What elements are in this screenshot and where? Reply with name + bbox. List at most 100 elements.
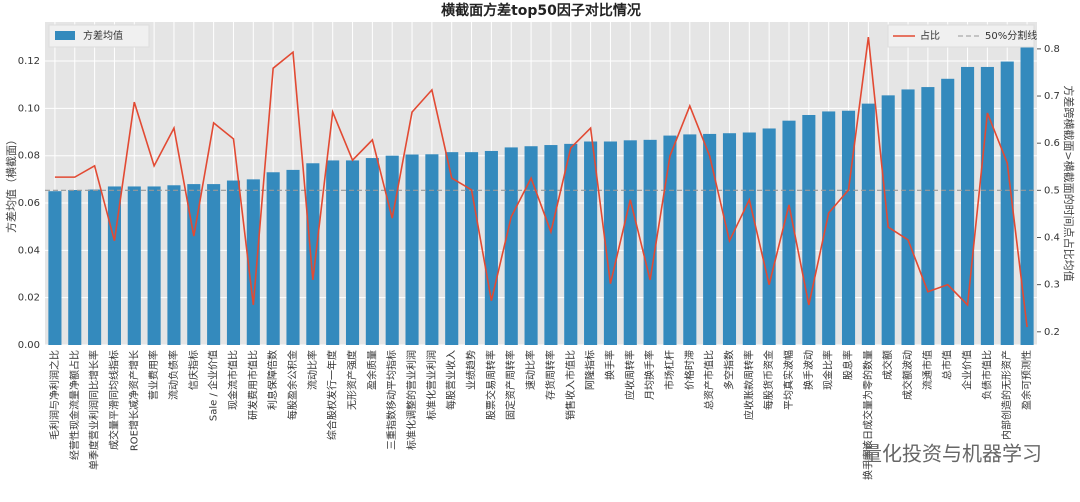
x-tick-label: 成交量平滑同均线指标: [107, 350, 120, 450]
x-tick-label: 股票交易周转率: [484, 350, 497, 420]
x-tick-label: 负债市值比: [980, 350, 993, 400]
bar: [127, 186, 141, 345]
bar: [266, 172, 280, 345]
x-tick-label: 标准化调整的营业利润: [405, 350, 418, 450]
bar: [504, 147, 518, 345]
bar: [822, 111, 836, 345]
bar: [921, 87, 935, 346]
x-tick-label: 应收周转率: [623, 350, 636, 400]
x-tick-label: 速动比率: [524, 350, 537, 390]
y-tick-label: 0.06: [18, 198, 40, 209]
watermark: 量化投资与机器学习: [862, 442, 1042, 466]
x-tick-label: 营业费用率: [147, 350, 160, 400]
x-tick-label: 毛利润与净利润之比: [48, 350, 61, 440]
x-tick-label: 内部创造的无形资产: [1000, 350, 1013, 440]
bar: [703, 133, 717, 345]
x-tick-label: 无形资产强度: [346, 350, 359, 410]
legend-swatch: [55, 31, 75, 40]
bar: [425, 154, 439, 345]
x-tick-label: 现金比率: [822, 350, 835, 390]
y-tick-label: 0.10: [18, 103, 40, 114]
x-tick-label: 业绩趋势: [465, 350, 478, 390]
bar: [524, 146, 538, 345]
x-tick-label: 换手率该日成交量为零的数量: [861, 350, 874, 480]
line: [54, 36, 1028, 328]
x-tick-label: 换手率: [603, 350, 616, 380]
bar: [68, 190, 82, 345]
bar: [484, 150, 498, 345]
x-tick-label: 标准化营业利润: [425, 350, 438, 420]
x-tick-label: 盈余质量: [365, 350, 378, 390]
x-tick-label: 信庆指标: [187, 350, 200, 390]
bar: [246, 179, 260, 345]
bar: [901, 89, 915, 345]
x-tick-label: 流动比率: [306, 350, 319, 390]
x-tick-label: 每股营业收入: [445, 350, 458, 410]
x-tick-label: 单季度营业利润同比增长率: [88, 350, 101, 470]
y-tick-label: 0.04: [18, 245, 40, 256]
x-tick-label: 总资产市值比: [703, 350, 716, 410]
x-tick-label: 每股盈余公积金: [286, 350, 299, 420]
bar: [861, 103, 875, 345]
bar: [365, 158, 379, 345]
x-tick-label: 流动负债率: [167, 350, 180, 400]
y2-tick-label: 0.8: [1044, 44, 1060, 55]
x-tick-label: 价格时滞: [683, 350, 696, 390]
y-tick-label: 0.12: [18, 56, 40, 67]
bar: [306, 163, 320, 345]
x-tick-label: 应收账款周转率: [742, 350, 755, 420]
y2-tick-label: 0.7: [1044, 91, 1060, 102]
x-tick-label: 每股货币资金: [762, 350, 775, 410]
chart-title: 横截面方差top50因子对比情况: [441, 2, 641, 19]
y2-axis-label: 方差跨横截面>横截面的时间点占比均值: [1062, 85, 1076, 281]
bar: [88, 189, 102, 345]
x-tick-label: 企业价值: [961, 350, 974, 390]
x-tick-label: 股息率: [842, 350, 855, 380]
legend-label: 50%分割线: [985, 29, 1037, 42]
bar: [465, 152, 479, 345]
y2-tick-label: 0.2: [1044, 327, 1060, 338]
bar: [385, 155, 399, 345]
bar: [226, 180, 241, 345]
x-tick-label: 盈余可预测性: [1020, 350, 1033, 410]
x-tick-label: 总市值: [941, 350, 954, 380]
x-tick-label: 固定资产周转率: [504, 350, 517, 420]
bar: [345, 160, 360, 345]
bar: [584, 141, 598, 345]
bar: [187, 184, 201, 345]
bar: [941, 78, 955, 346]
bar: [643, 139, 657, 345]
x-tick-label: 三重指数移动平均指标: [385, 350, 398, 450]
bar: [742, 132, 756, 345]
x-tick-label: 月均换手率: [643, 350, 656, 400]
y-tick-label: 0.02: [18, 293, 40, 304]
bar: [286, 169, 300, 345]
x-tick-label: ROE增长减净资产增长: [127, 350, 140, 451]
y-axis-label: 方差均值（横截面）: [4, 134, 18, 233]
bar: [48, 191, 62, 345]
x-tick-label: 成交额: [881, 350, 894, 380]
bar: [762, 128, 776, 345]
x-tick-label: 经营性现金流量净额占比: [68, 350, 81, 460]
x-tick-label: 研发费用市值比: [246, 350, 259, 420]
y-tick-label: 0.08: [18, 151, 40, 162]
bar: [683, 134, 697, 345]
bar: [623, 140, 637, 345]
bar: [544, 145, 558, 345]
bar: [405, 154, 419, 345]
x-tick-label: 销售收入市值比: [564, 350, 577, 420]
y2-tick-label: 0.3: [1044, 280, 1060, 291]
bar: [980, 66, 994, 345]
x-tick-label: 利息保障倍数: [266, 350, 279, 410]
bar: [326, 160, 340, 345]
y2-tick-label: 0.5: [1044, 185, 1060, 196]
bar: [564, 143, 578, 345]
bar: [782, 120, 796, 345]
x-tick-label: 现金流市值比: [226, 350, 239, 410]
bar: [663, 135, 677, 345]
y2-tick-label: 0.6: [1044, 138, 1060, 149]
x-tick-label: 市场杠杆: [663, 350, 676, 390]
bar: [1020, 44, 1034, 345]
x-tick-label: 存货周转率: [544, 350, 557, 400]
